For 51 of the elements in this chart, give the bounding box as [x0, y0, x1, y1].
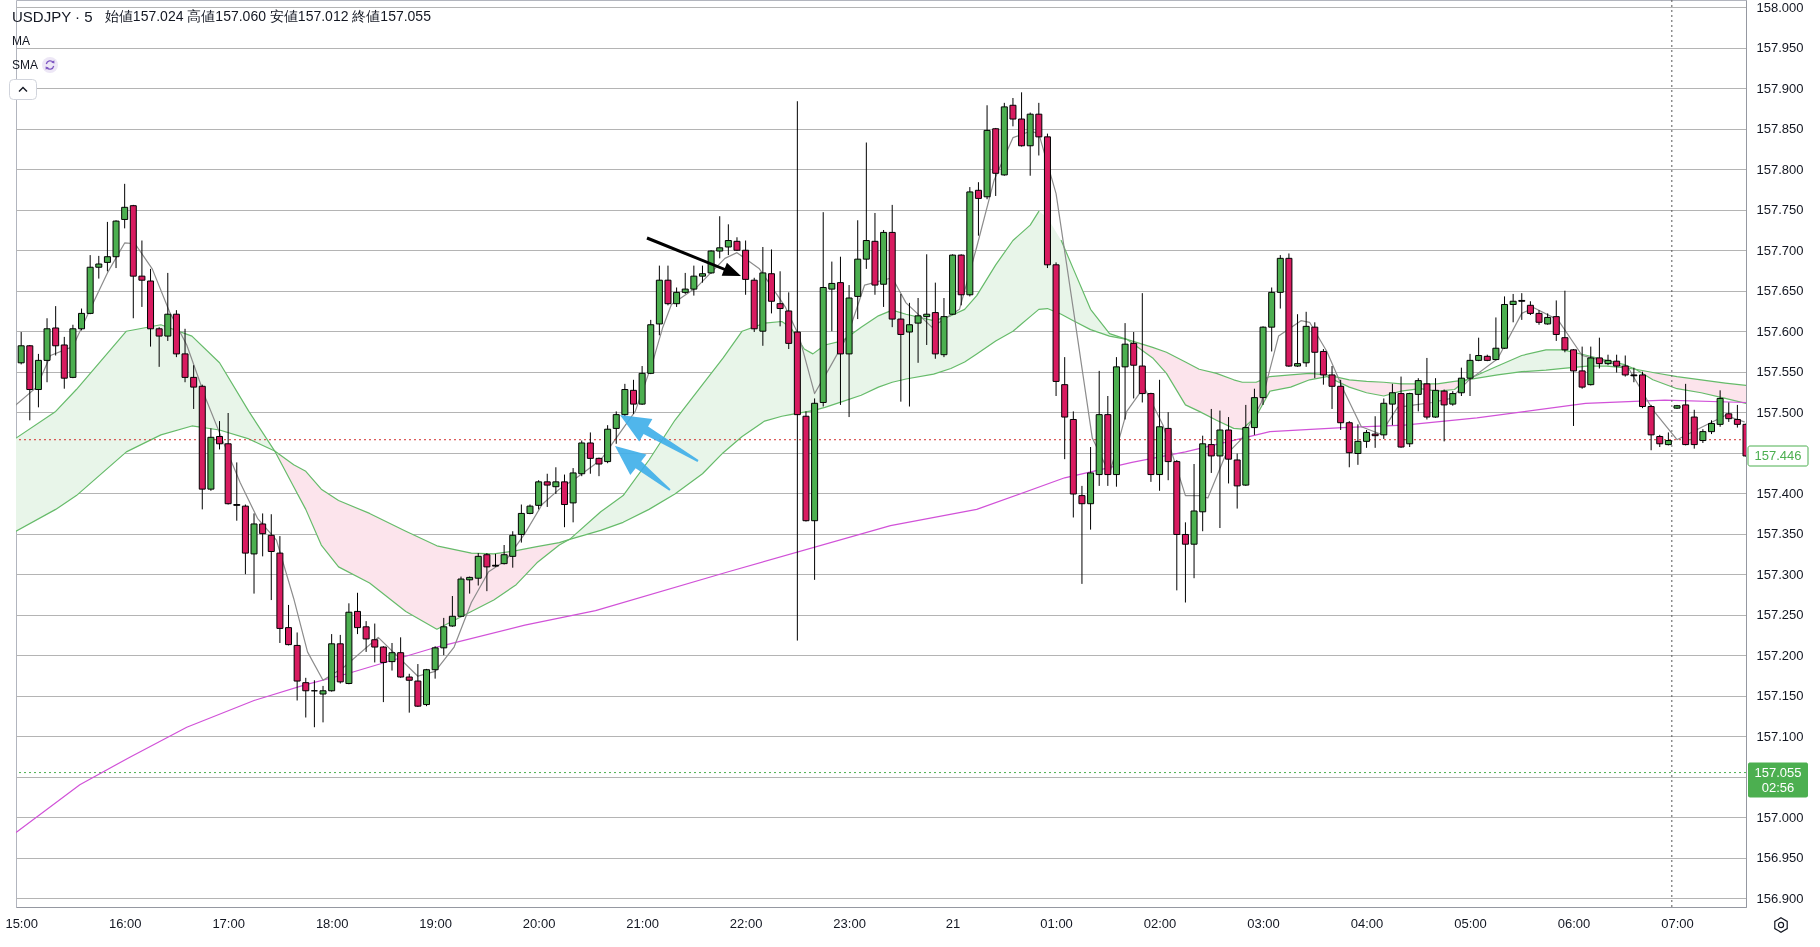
y-tick-label: 158.000: [1756, 0, 1804, 15]
y-tick-label: 157.300: [1756, 566, 1804, 582]
y-tick-label: 157.250: [1756, 607, 1804, 623]
y-tick-label: 157.650: [1756, 283, 1804, 299]
x-tick-label: 21:00: [626, 915, 659, 931]
x-tick-label: 23:00: [833, 915, 866, 931]
y-tick-label: 157.500: [1756, 404, 1804, 420]
x-tick-label: 03:00: [1247, 915, 1280, 931]
candlestick: [121, 183, 129, 229]
y-tick-label: 157.200: [1756, 647, 1804, 663]
y-tick-label: 157.100: [1756, 728, 1804, 744]
annotation: MA: [12, 34, 30, 48]
x-tick-label: 22:00: [729, 915, 763, 931]
x-tick-label: 20:00: [522, 915, 556, 931]
y-tick-label: 157.750: [1756, 202, 1804, 218]
candlestick: [776, 270, 784, 327]
ref-line-label: 157.055 02:56: [1754, 764, 1802, 795]
y-tick-label: 157.900: [1756, 80, 1804, 96]
x-tick-label: 19:00: [419, 915, 452, 931]
x-tick-label: 02:00: [1143, 915, 1177, 931]
y-tick-label: 157.000: [1756, 809, 1804, 825]
y-tick-label: 157.800: [1756, 161, 1804, 177]
y-tick-label: 157.400: [1756, 485, 1804, 501]
x-tick-label: 04:00: [1350, 915, 1384, 931]
x-tick-label: 21: [945, 915, 961, 931]
candlestick: [267, 513, 275, 601]
annotation: SMA: [12, 58, 39, 72]
y-tick-label: 157.850: [1756, 121, 1804, 137]
y-tick-label: 157.350: [1756, 526, 1804, 542]
candlestick: [302, 677, 310, 718]
text: USDJPY · 5: [12, 8, 93, 25]
x-tick-label: 16:00: [108, 915, 142, 931]
y-tick-label: 157.950: [1756, 40, 1804, 56]
x-tick-label: 15:00: [5, 915, 38, 931]
x-tick-label: 01:00: [1040, 915, 1073, 931]
text: 157.446: [1754, 448, 1802, 463]
y-tick-label: 157.150: [1756, 688, 1804, 704]
x-tick-label: 06:00: [1557, 915, 1591, 931]
y-tick-label: 157.700: [1756, 242, 1804, 258]
candlestick: [1552, 299, 1560, 342]
x-tick-label: 07:00: [1661, 915, 1694, 931]
x-tick-label: 18:00: [315, 915, 349, 931]
candlestick: [233, 461, 241, 522]
x-tick-label: 05:00: [1454, 915, 1487, 931]
text: 始値157.024 高値157.060 安値157.012 終値157.055: [104, 8, 432, 24]
y-tick-label: 157.600: [1756, 323, 1804, 339]
y-tick-label: 156.900: [1756, 890, 1804, 906]
x-tick-label: 17:00: [212, 915, 245, 931]
y-tick-label: 156.950: [1756, 850, 1804, 866]
candlestick: [905, 302, 913, 408]
y-tick-label: 157.550: [1756, 364, 1804, 380]
